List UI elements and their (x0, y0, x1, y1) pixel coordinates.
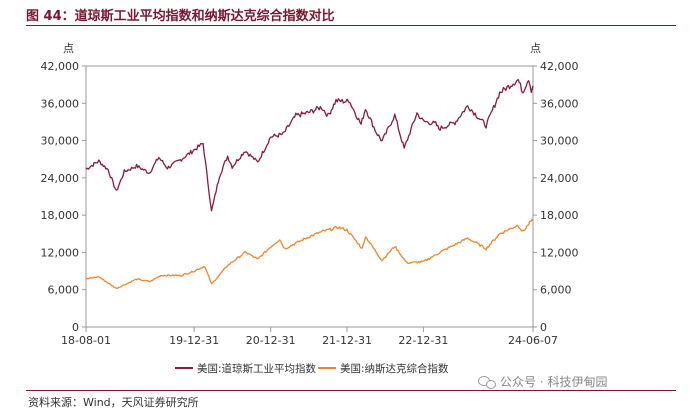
y-tick-label-left: 42,000 (41, 60, 80, 73)
y-tick-label-left: 30,000 (41, 135, 80, 148)
x-tick-label: 20-12-31 (246, 334, 296, 347)
line-chart: 0 0 6,000 6,000 12,000 12,000 18,000 18,000 24,0… (41, 42, 579, 375)
source-note: 资料来源：Wind，天风证券研究所 (28, 396, 199, 409)
plot-frame (85, 65, 534, 328)
series-line-nasdaq (85, 218, 534, 290)
y-tick-label-left: 24,000 (41, 172, 80, 185)
wechat-icon (478, 375, 496, 389)
y-tick-label-right: 36,000 (540, 97, 579, 110)
y-tick-label-right: 12,000 (540, 246, 579, 259)
figure-title: 图 44：道琼斯工业平均指数和纳斯达克综合指数对比 (26, 9, 335, 24)
y-tick-label-right: 42,000 (540, 60, 579, 73)
x-tick-label: 22-12-31 (398, 334, 448, 347)
y-tick-label-right: 24,000 (540, 172, 579, 185)
watermark: 公众号 · 科技伊甸园 (478, 373, 607, 390)
legend-label: 美国:纳斯达克综合指数 (340, 362, 449, 375)
y-tick-label-left: 0 (72, 321, 79, 334)
y-tick-label-right: 0 (540, 321, 547, 334)
y-tick-label-right: 30,000 (540, 135, 579, 148)
title-divider (26, 25, 676, 26)
x-tick-label: 18-08-01 (61, 334, 111, 347)
legend-label: 美国:道琼斯工业平均指数 (197, 362, 317, 375)
source-divider (26, 390, 676, 391)
chart-legend: 美国:道琼斯工业平均指数 美国:纳斯达克综合指数 (175, 362, 449, 375)
y-tick-label-left: 6,000 (48, 284, 80, 297)
x-tick-label: 21-12-31 (322, 334, 372, 347)
x-tick-label: 19-12-31 (169, 334, 219, 347)
chart-series (85, 78, 534, 290)
chart-axes: 0 0 6,000 6,000 12,000 12,000 18,000 18,000 24,0… (41, 42, 579, 347)
y-tick-label-left: 18,000 (41, 209, 80, 222)
series-line-dow (85, 78, 534, 212)
y-tick-label-left: 12,000 (41, 246, 80, 259)
watermark-text: 公众号 · 科技伊甸园 (500, 375, 608, 389)
y-axis-unit-left: 点 (63, 42, 74, 55)
y-axis-unit-right: 点 (530, 42, 541, 55)
x-tick-label: 24-06-07 (508, 334, 558, 347)
y-tick-label-left: 36,000 (41, 97, 80, 110)
y-tick-label-right: 18,000 (540, 209, 579, 222)
y-tick-label-right: 6,000 (540, 284, 572, 297)
